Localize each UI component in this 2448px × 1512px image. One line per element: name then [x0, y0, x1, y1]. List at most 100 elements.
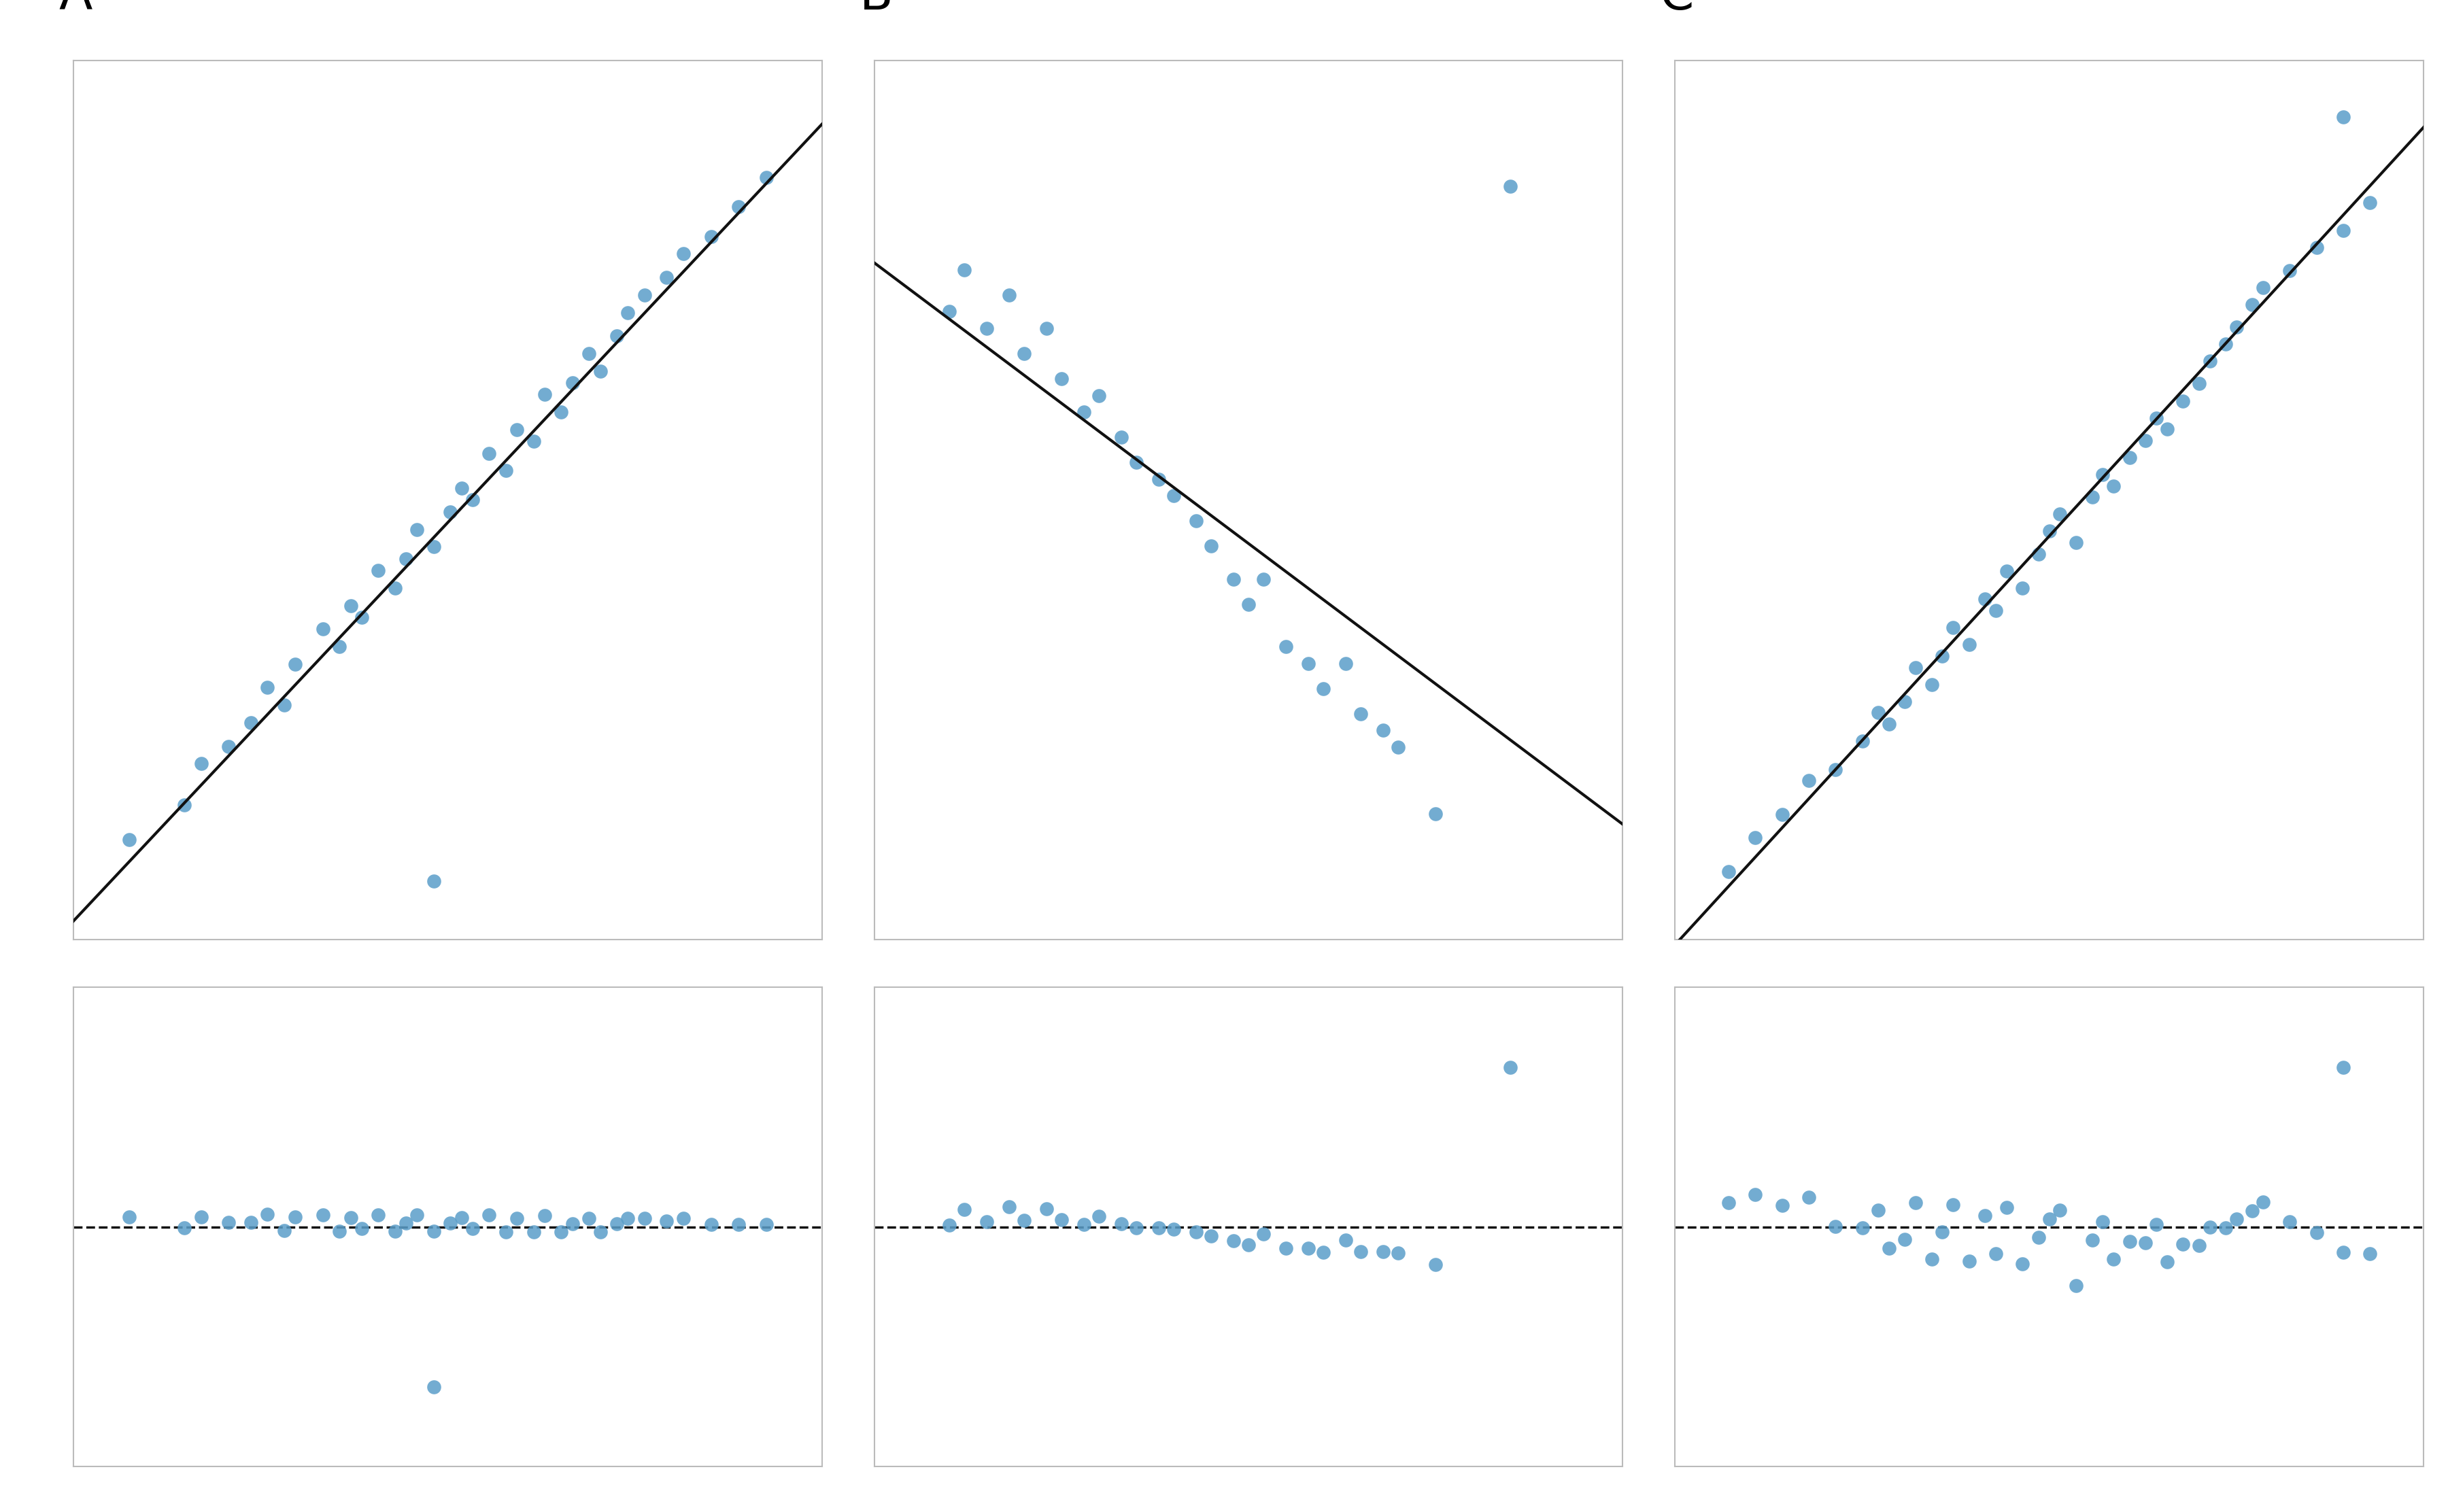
Point	[2242, 275, 2282, 299]
Point	[1214, 1228, 1253, 1252]
Point	[304, 1202, 343, 1226]
Point	[110, 829, 149, 853]
Point	[1364, 718, 1403, 742]
Point	[570, 1207, 610, 1231]
Point	[360, 1202, 399, 1226]
Point	[1138, 1216, 1177, 1240]
Point	[1288, 1237, 1327, 1261]
Point	[2191, 1216, 2230, 1240]
Point	[1116, 1216, 1155, 1240]
Point	[2179, 1234, 2218, 1258]
Point	[1763, 1193, 1802, 1217]
Point	[2056, 1273, 2095, 1297]
Point	[747, 1213, 786, 1237]
Point	[2233, 292, 2272, 316]
Point	[1378, 1241, 1417, 1266]
Point	[967, 1210, 1006, 1234]
Point	[414, 869, 453, 894]
Point	[1266, 1237, 1305, 1261]
Point	[1843, 729, 1883, 753]
Point	[1244, 567, 1283, 591]
Point	[1327, 1228, 1366, 1252]
Point	[497, 1207, 536, 1231]
Point	[1342, 1240, 1381, 1264]
Point	[663, 242, 703, 266]
Point	[2350, 1241, 2389, 1266]
Point	[1229, 1232, 1268, 1256]
Point	[2164, 389, 2203, 413]
Point	[1065, 1213, 1104, 1237]
Point	[1885, 689, 1924, 714]
Point	[1043, 1208, 1082, 1232]
Point	[1858, 700, 1897, 724]
Point	[1192, 1223, 1231, 1247]
Point	[414, 1374, 453, 1399]
Point	[375, 576, 414, 600]
Point	[989, 283, 1028, 307]
Point	[1966, 587, 2005, 611]
Point	[264, 1219, 304, 1243]
Point	[247, 676, 286, 700]
Point	[1177, 1220, 1217, 1244]
Point	[1789, 768, 1829, 792]
Point	[321, 635, 360, 659]
Point	[1004, 1208, 1043, 1232]
Point	[1102, 425, 1141, 449]
Point	[443, 476, 482, 500]
Point	[230, 1211, 269, 1235]
Point	[1858, 1198, 1897, 1222]
Point	[624, 1207, 663, 1231]
Point	[2191, 349, 2230, 373]
Point	[1415, 1252, 1454, 1276]
Point	[690, 224, 730, 248]
Point	[1364, 1240, 1403, 1264]
Point	[597, 324, 636, 348]
Point	[277, 1205, 316, 1229]
Point	[1214, 567, 1253, 591]
Point	[330, 593, 370, 617]
Point	[453, 1217, 492, 1241]
Point	[2093, 1247, 2132, 1272]
Point	[524, 383, 563, 407]
Point	[2296, 236, 2335, 260]
Point	[1988, 559, 2027, 584]
Point	[1976, 599, 2015, 623]
Point	[2056, 531, 2095, 555]
Point	[2073, 1228, 2113, 1252]
Point	[1229, 593, 1268, 617]
Point	[1922, 1220, 1961, 1244]
Point	[1736, 1182, 1775, 1207]
Point	[967, 316, 1006, 340]
Point	[1709, 859, 1748, 883]
Point	[1065, 401, 1104, 425]
Point	[2323, 1240, 2362, 1264]
Point	[607, 1207, 646, 1231]
Point	[2083, 1210, 2122, 1234]
Point	[230, 711, 269, 735]
Point	[663, 1207, 703, 1231]
Point	[247, 1202, 286, 1226]
Point	[1870, 712, 1909, 736]
Point	[164, 1216, 203, 1240]
Point	[414, 535, 453, 559]
Point	[646, 1210, 685, 1234]
Point	[1327, 652, 1366, 676]
Point	[2073, 485, 2113, 510]
Point	[1080, 383, 1119, 407]
Point	[1192, 534, 1231, 558]
Point	[690, 1213, 730, 1237]
Point	[1138, 467, 1177, 491]
Point	[1843, 1216, 1883, 1240]
Point	[1305, 676, 1344, 700]
Point	[470, 442, 509, 466]
Point	[1080, 1205, 1119, 1229]
Point	[1949, 632, 1988, 656]
Point	[930, 1213, 969, 1237]
Point	[2137, 405, 2176, 429]
Point	[2179, 372, 2218, 396]
Point	[453, 488, 492, 513]
Point	[387, 1211, 426, 1235]
Point	[1709, 1190, 1748, 1214]
Point	[1004, 342, 1043, 366]
Point	[930, 299, 969, 324]
